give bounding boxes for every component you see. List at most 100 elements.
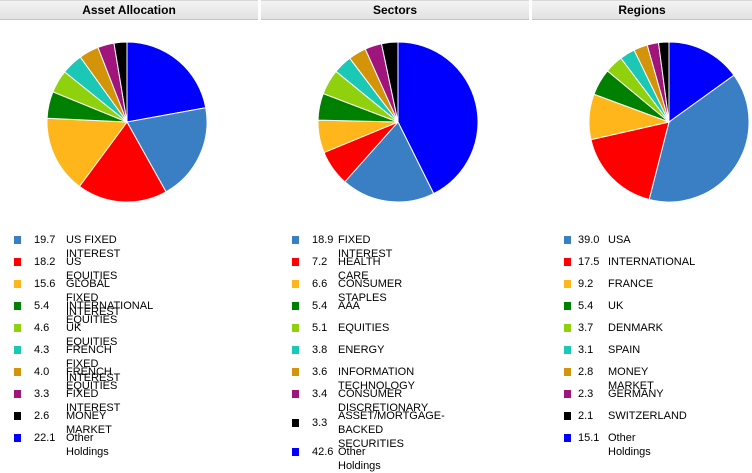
legend-label: GLOBAL FIXED INTEREST bbox=[66, 278, 121, 318]
legend-swatch bbox=[14, 390, 21, 398]
legend-label: INTERNATIONAL bbox=[608, 256, 696, 268]
legend-swatch bbox=[14, 368, 21, 376]
pie-slice-other-holdings bbox=[126, 41, 207, 123]
legend-label: Other Holdings bbox=[608, 432, 651, 458]
legend-value: 3.6 bbox=[312, 366, 328, 378]
legend-value: 15.1 bbox=[578, 432, 600, 444]
legend-label: CONSUMER STAPLES bbox=[338, 278, 403, 304]
legend-label: ENERGY bbox=[338, 344, 385, 356]
legend-label: INTERNATIONAL EQUITIES bbox=[66, 300, 153, 326]
legend-swatch bbox=[564, 258, 571, 266]
regions-pie bbox=[588, 41, 750, 203]
legend-label: INFORMATION TECHNOLOGY bbox=[338, 366, 416, 392]
legend-swatch bbox=[564, 346, 571, 354]
pie-slice-other-holdings bbox=[668, 41, 735, 123]
legend-label: DENMARK bbox=[608, 322, 664, 334]
legend-swatch bbox=[14, 346, 21, 354]
legend-swatch bbox=[14, 258, 21, 266]
legend-value: 22.1 bbox=[34, 432, 56, 444]
legend-swatch bbox=[564, 324, 571, 332]
legend-swatch bbox=[292, 346, 299, 354]
legend-value: 3.3 bbox=[34, 388, 50, 400]
legend-swatch bbox=[564, 236, 571, 244]
legend-swatch bbox=[292, 448, 299, 456]
legend-label: AAA bbox=[338, 300, 361, 312]
pie-slice-usa bbox=[648, 74, 750, 203]
legend-swatch bbox=[564, 434, 571, 442]
legend-value: 39.0 bbox=[578, 234, 600, 246]
legend-value: 4.0 bbox=[34, 366, 50, 378]
legend-swatch bbox=[292, 236, 299, 244]
legend-label: FIXED INTEREST bbox=[338, 234, 393, 260]
legend-label: USA bbox=[608, 234, 631, 246]
legend-label: UK bbox=[608, 300, 624, 312]
asset-allocation-panel: Asset Allocation 19.7 US FIXED INTEREST 18… bbox=[0, 0, 258, 469]
legend-value: 9.2 bbox=[578, 278, 594, 290]
regions-panel: Regions 39.0 USA 17.5 INTERNATIONAL 9.2 FRANC… bbox=[532, 0, 752, 469]
legend-value: 17.5 bbox=[578, 256, 600, 268]
legend-swatch bbox=[292, 324, 299, 332]
legend-label: UK EQUITIES bbox=[66, 322, 118, 348]
pie-slice-us-fixed-interest bbox=[126, 107, 208, 193]
pie-slice-money-market bbox=[113, 41, 128, 123]
pie-slice-asset-mortgage-backed-securities bbox=[380, 41, 399, 123]
legend-value: 2.6 bbox=[34, 410, 50, 422]
legend-swatch bbox=[292, 419, 299, 427]
legend-value: 3.1 bbox=[578, 344, 594, 356]
legend-swatch bbox=[564, 368, 571, 376]
legend-label: SPAIN bbox=[608, 344, 641, 356]
panel-title: Regions bbox=[532, 0, 752, 20]
legend-value: 3.3 bbox=[312, 417, 328, 429]
legend-swatch bbox=[292, 302, 299, 310]
legend-value: 2.8 bbox=[578, 366, 594, 378]
legend-value: 3.7 bbox=[578, 322, 594, 334]
legend-value: 4.3 bbox=[34, 344, 50, 356]
legend-swatch bbox=[292, 390, 299, 398]
legend-swatch bbox=[14, 236, 21, 244]
legend-swatch bbox=[292, 258, 299, 266]
legend-value: 15.6 bbox=[34, 278, 56, 290]
legend-swatch bbox=[14, 324, 21, 332]
legend-value: 42.6 bbox=[312, 446, 334, 458]
legend-value: 5.4 bbox=[34, 300, 50, 312]
legend-value: 2.1 bbox=[578, 410, 594, 422]
legend-label: EQUITIES bbox=[338, 322, 390, 334]
legend-value: 2.3 bbox=[578, 388, 594, 400]
pie-slice-other-holdings bbox=[397, 41, 479, 195]
legend-swatch bbox=[564, 302, 571, 310]
legend-swatch bbox=[564, 412, 571, 420]
pie-slice-fixed-interest bbox=[344, 121, 435, 203]
legend-value: 4.6 bbox=[34, 322, 50, 334]
asset-allocation-pie bbox=[46, 41, 208, 203]
pie-slice-us-equities bbox=[78, 121, 167, 203]
legend-label: CONSUMER DISCRETIONARY bbox=[338, 388, 429, 414]
legend-value: 18.2 bbox=[34, 256, 56, 268]
legend-label: FRENCH FIXED INTEREST bbox=[66, 344, 121, 384]
legend-swatch bbox=[14, 412, 21, 420]
pie-slice-global-fixed-interest bbox=[46, 117, 128, 188]
legend-label: FIXED INTEREST bbox=[66, 388, 121, 414]
legend-label: ASSET/MORTGAGE-BACKED SECURITIES bbox=[338, 410, 445, 450]
legend-label: MONEY MARKET bbox=[608, 366, 654, 392]
legend-label: FRENCH EQUITIES bbox=[66, 366, 118, 392]
legend-swatch bbox=[564, 390, 571, 398]
legend-label: GERMANY bbox=[608, 388, 664, 400]
legend-swatch bbox=[14, 434, 21, 442]
panel-title: Sectors bbox=[261, 0, 529, 20]
legend-value: 5.4 bbox=[578, 300, 594, 312]
panel-title: Asset Allocation bbox=[0, 0, 258, 20]
pie-slice-international bbox=[590, 121, 670, 201]
sectors-pie bbox=[317, 41, 479, 203]
legend-swatch bbox=[564, 280, 571, 288]
legend-swatch bbox=[14, 302, 21, 310]
legend-swatch bbox=[14, 280, 21, 288]
legend-label: HEALTH CARE bbox=[338, 256, 381, 282]
legend-label: Other Holdings bbox=[66, 432, 109, 458]
legend-value: 5.4 bbox=[312, 300, 328, 312]
legend-label: US EQUITIES bbox=[66, 256, 118, 282]
sectors-panel: Sectors 18.9 FIXED INTEREST 7.2 HEALTH CARE… bbox=[261, 0, 529, 472]
legend-swatch bbox=[292, 368, 299, 376]
legend-value: 5.1 bbox=[312, 322, 328, 334]
pie-slice-switzerland bbox=[657, 41, 670, 123]
legend-label: MONEY MARKET bbox=[66, 410, 112, 436]
